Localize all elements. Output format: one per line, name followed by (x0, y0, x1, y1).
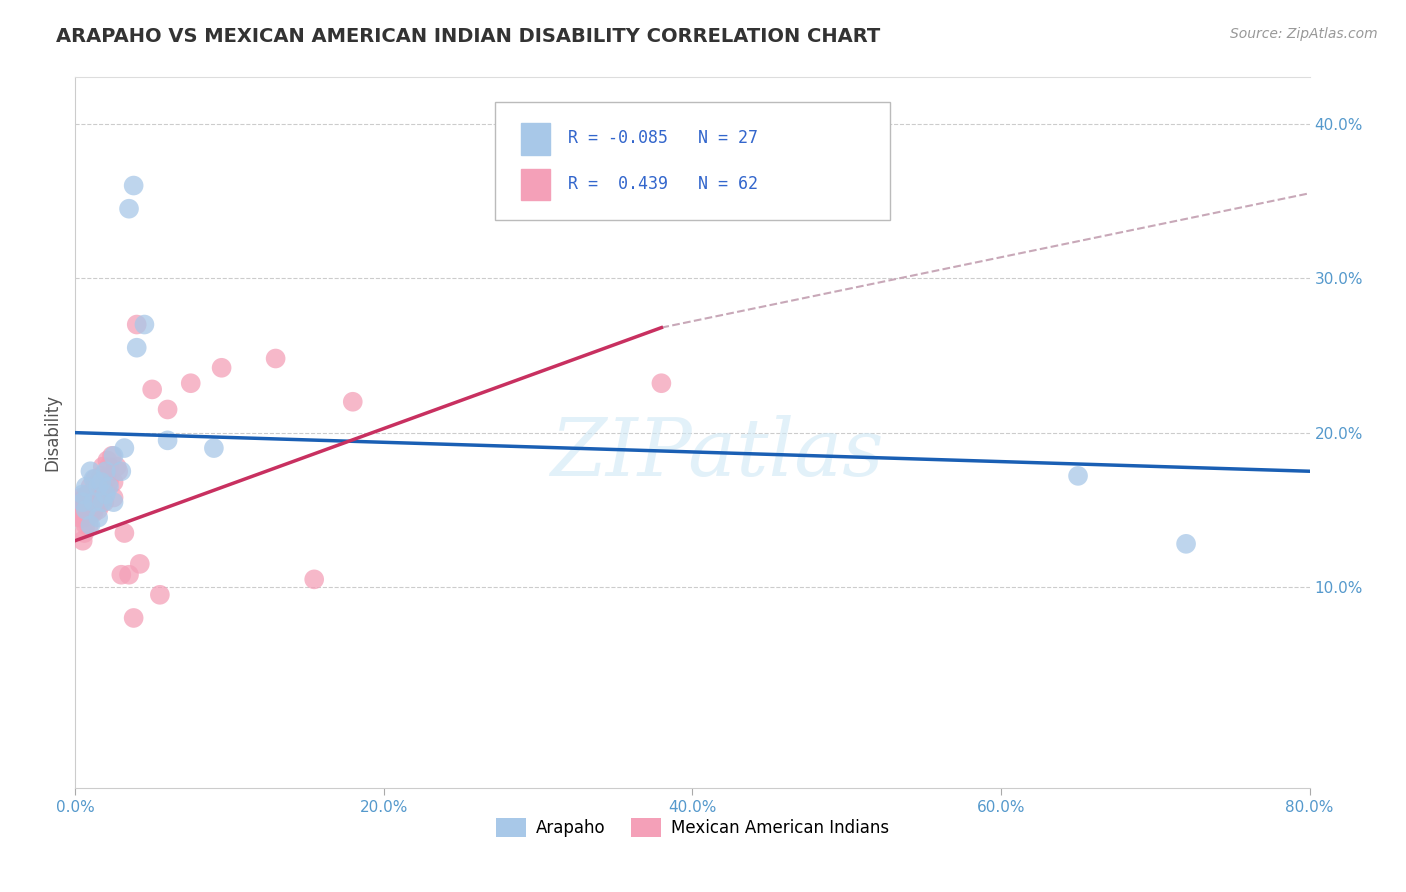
Point (76, 506, 98, 520)
Point (73, 491, 96, 505)
Point (110, 464, 132, 478)
Point (149, 588, 172, 602)
Point (91, 459, 114, 474)
Point (79, 480, 101, 494)
Point (87, 510, 110, 524)
Point (89, 495, 111, 509)
Point (97, 459, 120, 474)
Point (101, 449, 124, 463)
Point (122, 611, 145, 625)
FancyBboxPatch shape (520, 123, 550, 154)
Point (84, 472, 107, 486)
Point (73, 526, 96, 541)
Point (89, 472, 111, 486)
Point (80, 506, 103, 520)
Point (72, 487, 94, 501)
Point (110, 567, 132, 582)
Y-axis label: Disability: Disability (44, 394, 60, 471)
Point (67, 510, 90, 524)
Point (76, 487, 98, 501)
Point (118, 202, 141, 216)
Point (103, 449, 125, 463)
Point (70, 491, 93, 505)
Point (107, 464, 129, 478)
Point (90, 475, 112, 489)
Point (97, 475, 120, 489)
Point (302, 572, 325, 586)
Point (125, 341, 148, 355)
Point (80, 487, 103, 501)
Point (112, 441, 135, 455)
Text: ZIPatlas: ZIPatlas (550, 415, 884, 492)
Point (75, 480, 97, 494)
Point (79, 491, 101, 505)
Point (141, 383, 163, 397)
Point (73, 510, 96, 524)
Point (75, 503, 97, 517)
Point (105, 459, 128, 474)
Point (75, 503, 97, 517)
Point (69, 495, 91, 509)
Point (86, 484, 108, 499)
Point (83, 506, 105, 520)
FancyBboxPatch shape (495, 103, 890, 219)
Point (70, 510, 93, 524)
Point (72, 533, 94, 548)
Point (94, 487, 117, 501)
Point (90, 491, 112, 505)
Point (96, 453, 118, 467)
Point (202, 441, 225, 455)
Point (77, 495, 100, 509)
Point (75, 491, 97, 505)
Point (83, 495, 105, 509)
Legend: Arapaho, Mexican American Indians: Arapaho, Mexican American Indians (489, 811, 896, 844)
Point (69, 506, 91, 520)
Text: Source: ZipAtlas.com: Source: ZipAtlas.com (1230, 27, 1378, 41)
Point (77, 518, 100, 533)
Point (79, 464, 101, 478)
Point (122, 178, 145, 193)
Point (125, 318, 148, 332)
Point (156, 402, 179, 417)
Point (264, 351, 287, 366)
Point (72, 495, 94, 509)
Point (103, 495, 125, 509)
Point (91, 495, 114, 509)
Point (1067, 468, 1090, 483)
Point (342, 394, 364, 409)
Point (650, 376, 672, 391)
Point (75, 518, 97, 533)
Point (84, 500, 107, 514)
Point (94, 464, 117, 478)
FancyBboxPatch shape (520, 169, 550, 200)
Point (90, 468, 112, 483)
Text: R =  0.439   N = 62: R = 0.439 N = 62 (568, 175, 758, 193)
Point (91, 480, 114, 494)
Point (84, 480, 107, 494)
Point (79, 506, 101, 520)
Point (79, 518, 101, 533)
Point (211, 360, 233, 375)
Point (87, 503, 110, 517)
Point (1175, 537, 1198, 551)
Point (103, 491, 125, 505)
Point (103, 475, 125, 489)
Point (87, 475, 110, 489)
Point (83, 484, 105, 499)
Point (72, 495, 94, 509)
Point (180, 376, 202, 391)
Point (97, 480, 120, 494)
Point (112, 526, 135, 541)
Point (128, 557, 150, 571)
Point (134, 318, 156, 332)
Point (72, 506, 94, 520)
Point (94, 472, 117, 486)
Point (83, 472, 105, 486)
Point (118, 567, 141, 582)
Text: ARAPAHO VS MEXICAN AMERICAN INDIAN DISABILITY CORRELATION CHART: ARAPAHO VS MEXICAN AMERICAN INDIAN DISAB… (56, 27, 880, 45)
Point (156, 434, 179, 448)
Point (93, 495, 115, 509)
Point (87, 480, 110, 494)
Text: R = -0.085   N = 27: R = -0.085 N = 27 (568, 129, 758, 147)
